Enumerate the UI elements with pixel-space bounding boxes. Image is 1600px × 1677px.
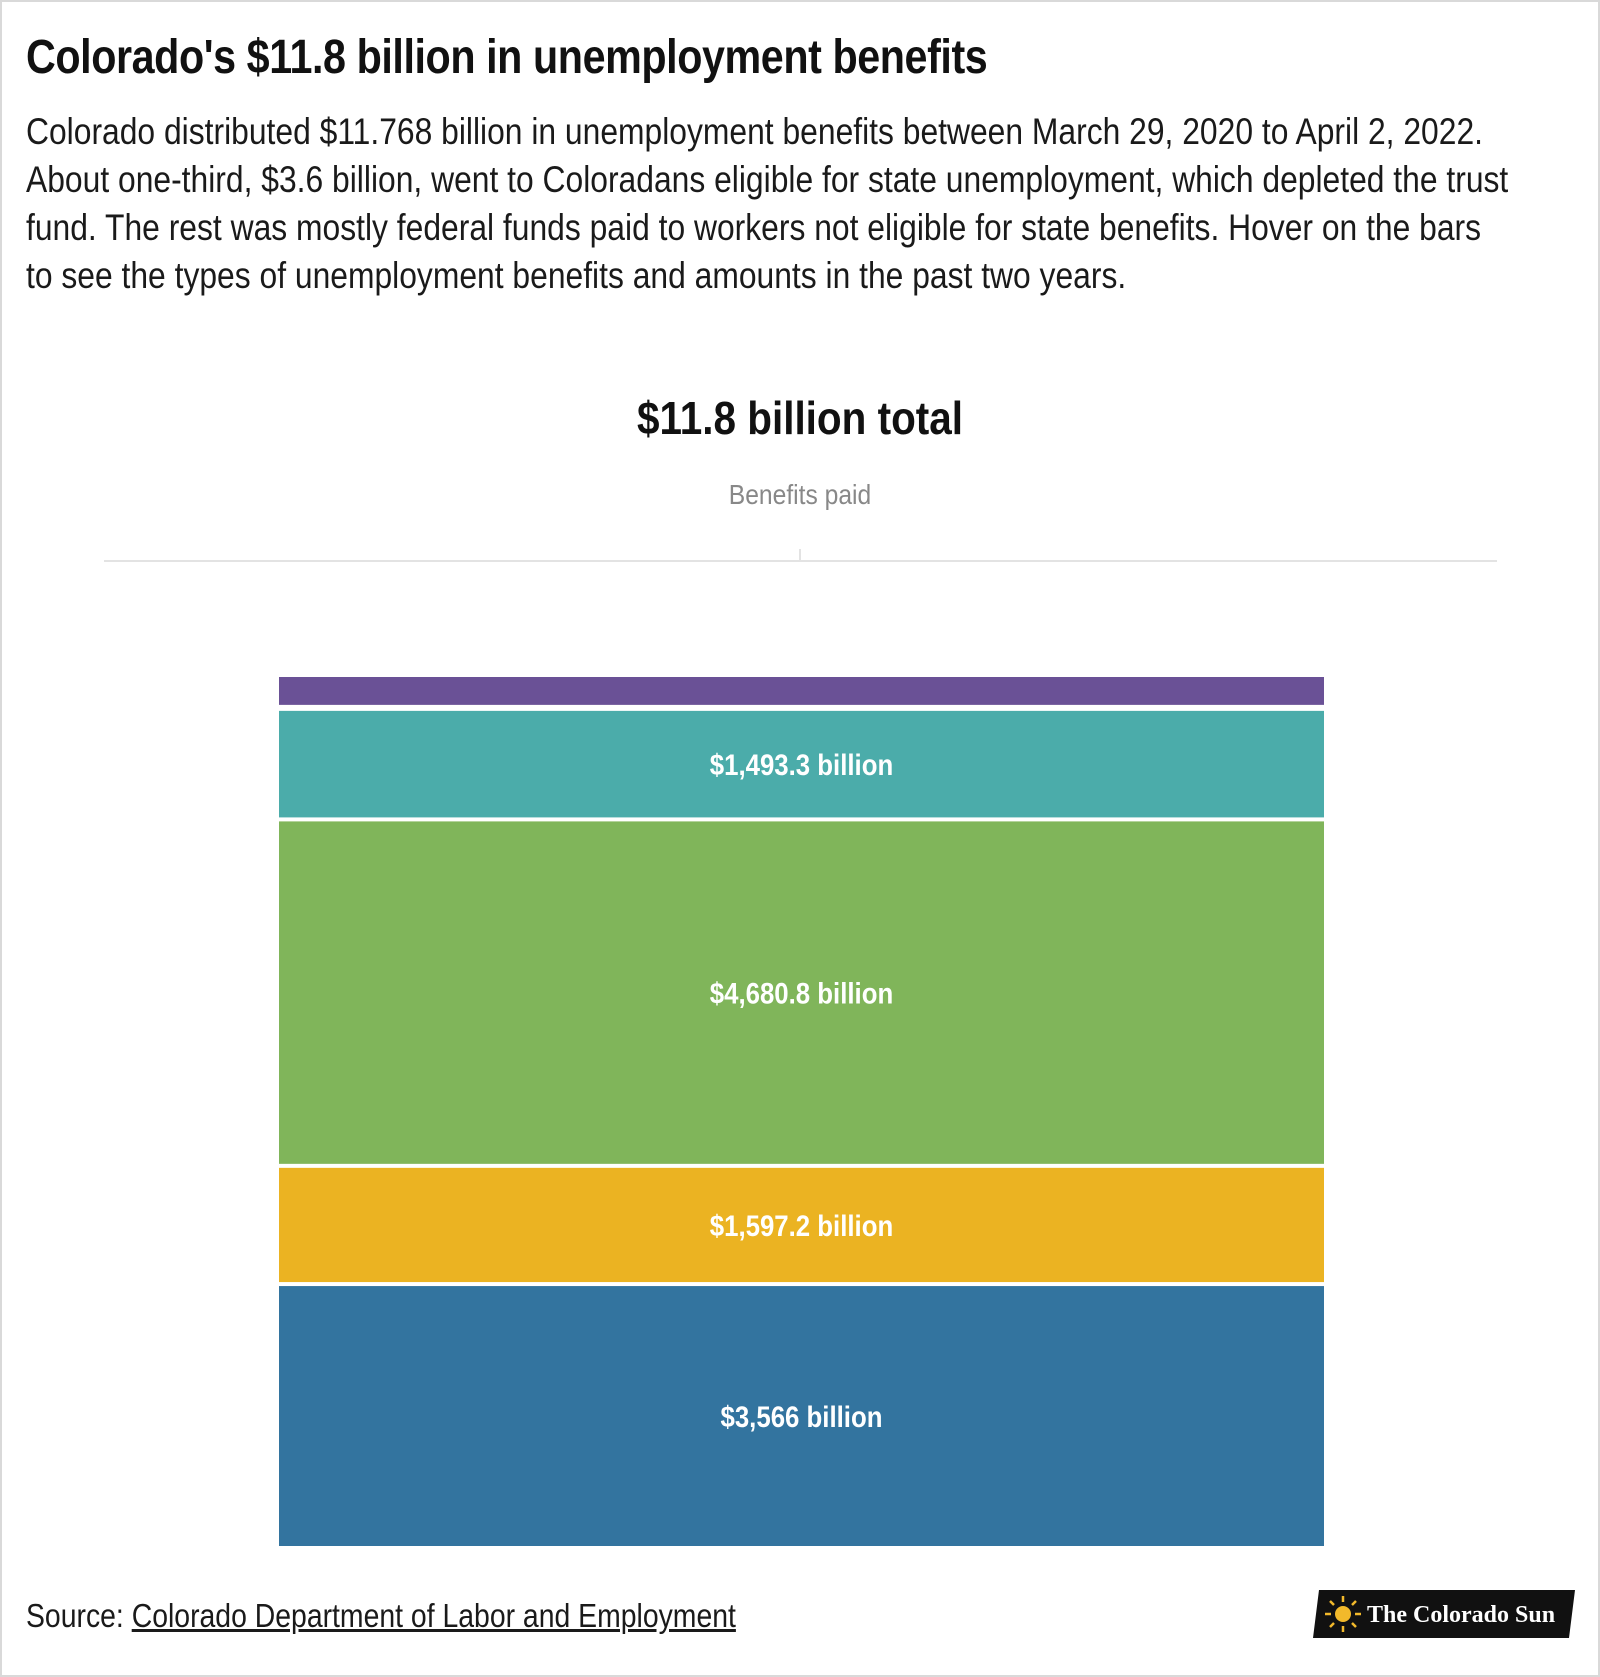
bar-segment[interactable] xyxy=(279,821,1324,1164)
description: Colorado distributed $11.768 billion in … xyxy=(26,111,1509,296)
bar-segment[interactable] xyxy=(279,1167,1324,1283)
x-axis-label: Benefits paid xyxy=(729,479,871,511)
source-link[interactable]: Colorado Department of Labor and Employm… xyxy=(131,1597,736,1634)
chart-title: $11.8 billion total xyxy=(637,394,963,445)
bar-segment[interactable] xyxy=(279,677,1324,705)
bar-value-label: $4,680.8 billion xyxy=(710,977,893,1010)
headline: Colorado's $11.8 billion in unemployment… xyxy=(26,31,988,84)
stacked-bar-chart: $11.8 billion total Benefits paid $3,566… xyxy=(104,394,1497,1546)
bar-segment[interactable] xyxy=(279,710,1324,818)
source-line: Source: Colorado Department of Labor and… xyxy=(26,1597,736,1635)
bar-value-label: $3,566 billion xyxy=(721,1400,883,1433)
bar-value-label: $1,493.3 billion xyxy=(710,748,893,781)
bar-segment[interactable] xyxy=(279,1286,1324,1546)
logo-text: The Colorado Sun xyxy=(1367,1602,1555,1628)
sun-icon xyxy=(1325,1596,1361,1632)
source-prefix: Source: xyxy=(26,1597,132,1634)
colorado-sun-logo[interactable]: The Colorado Sun xyxy=(1313,1590,1575,1638)
bar-value-label: $1,597.2 billion xyxy=(710,1209,893,1242)
